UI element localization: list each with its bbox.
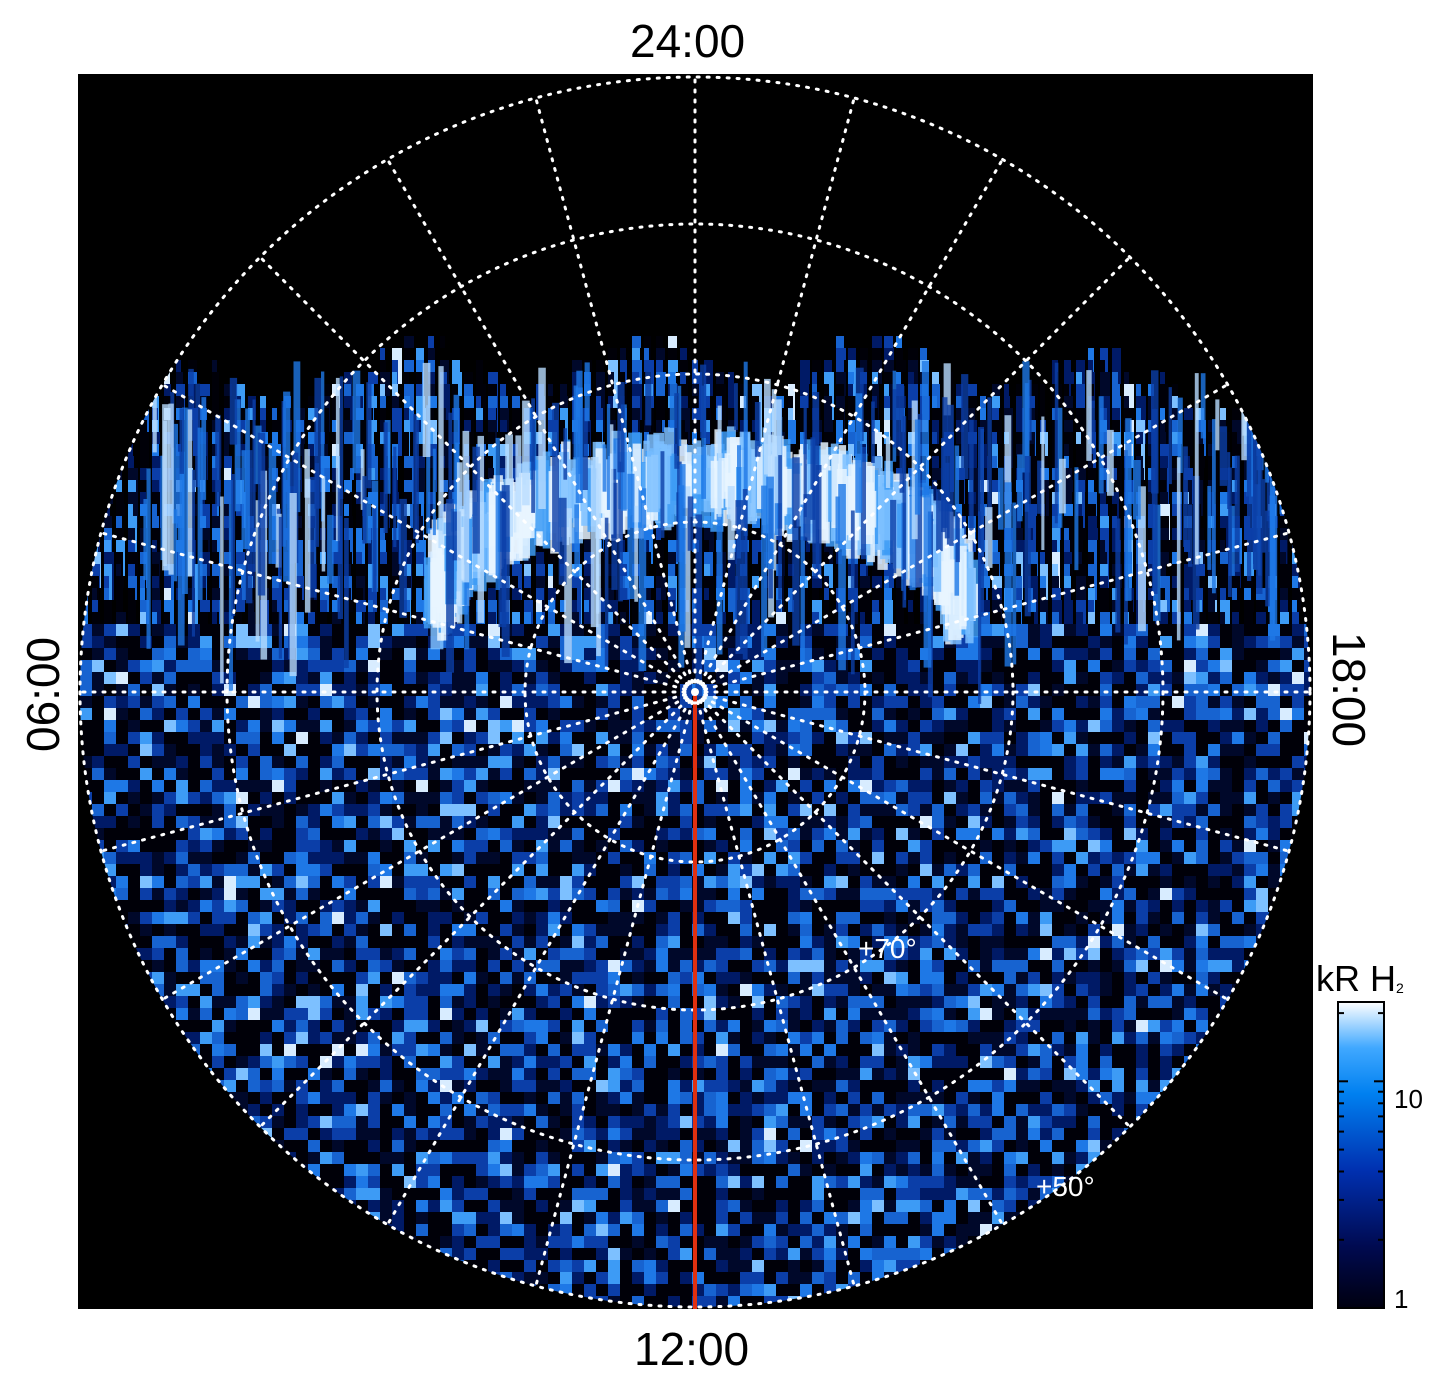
colorbar-tick-label-10: 10 — [1394, 1084, 1423, 1114]
local-time-label-bottom: 12:00 — [634, 1323, 750, 1375]
local-time-label-left: 06:00 — [17, 636, 69, 752]
auroral-oval-layer — [143, 361, 1295, 704]
colorbar-title: kR H2 — [1316, 958, 1404, 1000]
latitude-label-50: +50° — [1036, 1171, 1095, 1202]
colorbar-title-text: kR H — [1316, 958, 1396, 999]
local-time-label-right: 18:00 — [1323, 632, 1375, 748]
local-time-label-top: 24:00 — [630, 15, 746, 67]
latitude-longitude-grid — [78, 75, 1312, 1309]
colorbar-tick-label-1: 1 — [1394, 1284, 1409, 1314]
pole-marker-outer — [682, 679, 708, 705]
colorbar-title-subscript: 2 — [1396, 980, 1404, 996]
latitude-label-70: +70° — [858, 933, 917, 964]
colorbar-ticks — [1338, 1012, 1384, 1309]
colorbar — [1337, 1001, 1385, 1309]
pole-marker-inner — [691, 688, 699, 696]
